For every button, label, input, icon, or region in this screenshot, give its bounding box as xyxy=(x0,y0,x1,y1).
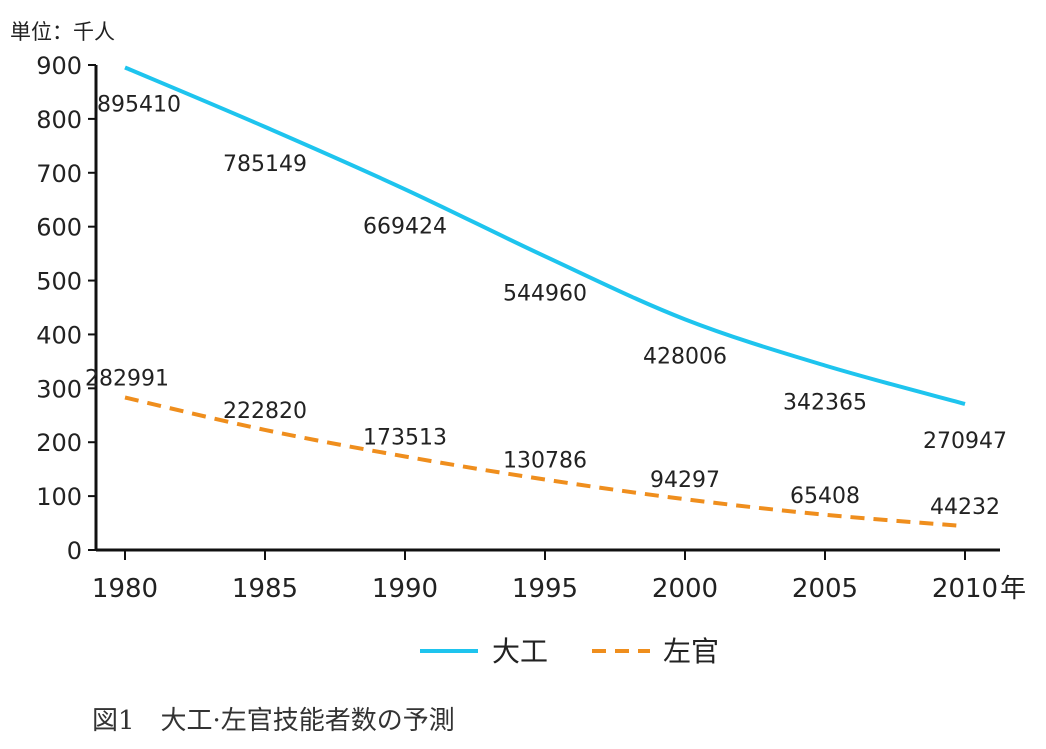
data-label: 270947 xyxy=(923,429,1007,454)
x-tick-labels: 1980 1985 1990 1995 2000 2005 2010 年 xyxy=(92,574,1026,604)
legend-label-daiku: 大工 xyxy=(492,635,548,668)
data-label: 785149 xyxy=(223,152,307,177)
x-tick-label: 2010 xyxy=(932,574,998,604)
data-label: 895410 xyxy=(97,92,181,117)
y-tick-label: 900 xyxy=(36,52,82,80)
y-unit-label: 単位：千人 xyxy=(10,20,115,44)
data-label: 44232 xyxy=(930,495,1000,520)
data-label: 342365 xyxy=(783,391,867,416)
x-tick-label: 1995 xyxy=(512,574,578,604)
x-tick-label: 2000 xyxy=(652,574,718,604)
x-tick-label: 1990 xyxy=(372,574,438,604)
data-label: 130786 xyxy=(503,449,587,474)
y-tick-label: 0 xyxy=(67,537,82,565)
x-tick-label: 1985 xyxy=(232,574,298,604)
data-label: 544960 xyxy=(503,281,587,306)
y-tick-label: 800 xyxy=(36,106,82,134)
data-label: 428006 xyxy=(643,344,727,369)
legend-label-sakan: 左官 xyxy=(663,635,719,668)
legend: 大工 左官 xyxy=(420,635,719,668)
data-label: 94297 xyxy=(650,468,720,493)
data-label: 669424 xyxy=(363,214,447,239)
x-tick-label: 1980 xyxy=(92,574,158,604)
x-tick-label: 2005 xyxy=(792,574,858,604)
data-label: 282991 xyxy=(85,366,169,391)
y-tick-labels: 0 100 200 300 400 500 600 700 800 900 xyxy=(36,52,82,565)
series-line-daiku xyxy=(124,65,966,406)
series-line-sakan xyxy=(124,395,966,529)
y-tick-label: 200 xyxy=(36,429,82,457)
data-label: 65408 xyxy=(790,484,860,509)
y-tick-label: 600 xyxy=(36,214,82,242)
data-label: 222820 xyxy=(223,399,307,424)
y-tick-label: 100 xyxy=(36,483,82,511)
y-tick-label: 700 xyxy=(36,160,82,188)
y-tick-label: 300 xyxy=(36,375,82,403)
chart-axes xyxy=(88,64,1000,560)
x-axis-unit: 年 xyxy=(1000,574,1026,604)
data-label: 173513 xyxy=(363,425,447,450)
data-labels: 895410 785149 669424 544960 428006 342365 2709… xyxy=(85,92,1007,520)
y-tick-label: 400 xyxy=(36,321,82,349)
y-tick-label: 500 xyxy=(36,268,82,296)
figure-caption: 図1 大工·左官技能者数の予測 xyxy=(92,706,455,736)
series-lines xyxy=(124,65,966,529)
